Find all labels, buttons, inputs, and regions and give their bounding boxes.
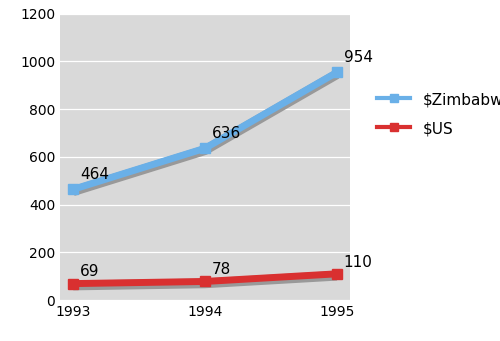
Text: 110: 110 <box>344 255 372 270</box>
Text: 78: 78 <box>212 262 231 277</box>
Legend: $Zimbabwe, $US: $Zimbabwe, $US <box>369 84 500 144</box>
Text: 464: 464 <box>80 167 109 182</box>
Text: 69: 69 <box>80 264 100 279</box>
Text: 636: 636 <box>212 126 241 141</box>
Text: 954: 954 <box>344 50 373 65</box>
